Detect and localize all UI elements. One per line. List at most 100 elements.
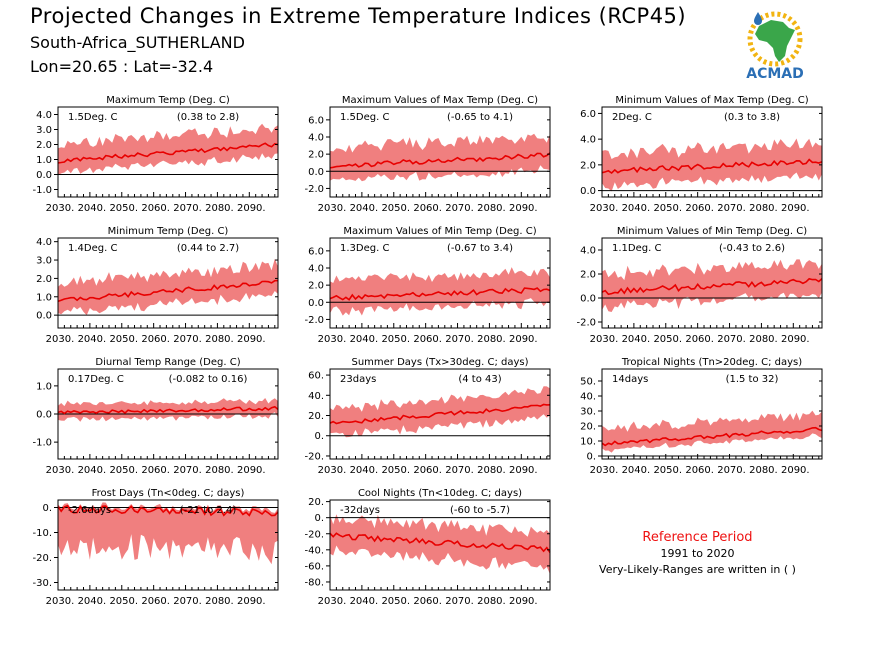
y-tick-label: 0.0 — [36, 410, 52, 421]
y-tick-label: -30. — [32, 578, 52, 589]
x-tick-label: 2040. — [622, 203, 651, 214]
x-tick-label: 2050. — [381, 334, 410, 345]
range-band — [330, 386, 550, 438]
median-change-label: 1.1Deg. C — [612, 243, 661, 254]
y-tick-label: 40. — [580, 392, 596, 403]
chart-title: Minimum Temp (Deg. C) — [108, 226, 229, 237]
median-line — [329, 403, 551, 425]
x-tick-label: 2030. — [46, 334, 75, 345]
x-tick-label: 2090. — [781, 203, 810, 214]
y-tick-label: -20. — [304, 451, 324, 462]
x-tick-label: 2080. — [205, 203, 234, 214]
plot-frame — [329, 499, 551, 591]
y-tick-label: 1.0 — [36, 381, 52, 392]
x-tick-label: 2070. — [717, 203, 746, 214]
y-tick-label: 4.0 — [308, 264, 324, 275]
x-tick-label: 2080. — [205, 465, 234, 476]
plot-frame — [57, 106, 279, 198]
logo-text: ACMAD — [746, 66, 804, 82]
median-line — [601, 158, 823, 175]
x-tick-label: 2060. — [413, 465, 442, 476]
chart-panel-9: 0. 10. 20. 30. 40. 50. 2030. 2040. 2050. 2060. 207… — [580, 357, 823, 476]
median-change-label: 23days — [340, 374, 376, 385]
x-tick-label: 2050. — [381, 203, 410, 214]
x-tick-label: 2040. — [622, 465, 651, 476]
median-change-label: 1.4Deg. C — [68, 243, 117, 254]
x-tick-label: 2050. — [381, 596, 410, 607]
x-tick-label: 2080. — [749, 465, 778, 476]
chart-panel-4: 0.0 1.0 2.0 3.0 4.0 2030. 2040. 2050. 2060. 2070.… — [36, 226, 279, 345]
x-tick-label: 2040. — [78, 465, 107, 476]
chart-panel-3: 0.0 2.0 4.0 6.0 2030. 2040. 2050. 2060. 2070. 208… — [580, 95, 823, 214]
range-band — [58, 502, 278, 565]
x-tick-label: 2040. — [350, 596, 379, 607]
coordinates: Lon=20.65 : Lat=-32.4 — [30, 57, 214, 76]
x-tick-label: 2030. — [46, 465, 75, 476]
x-tick-label: 2080. — [477, 465, 506, 476]
median-change-label: 1.5Deg. C — [340, 112, 389, 123]
x-tick-label: 2080. — [205, 596, 234, 607]
y-tick-label: -20. — [304, 529, 324, 540]
likely-range-label: (-0.43 to 2.6) — [719, 243, 785, 254]
y-tick-label: 2.0 — [36, 140, 52, 151]
x-tick-label: 2090. — [781, 465, 810, 476]
y-tick-label: -20. — [32, 553, 52, 564]
x-tick-label: 2030. — [590, 465, 619, 476]
median-line — [57, 405, 279, 415]
x-tick-label: 2040. — [350, 465, 379, 476]
range-band — [602, 410, 822, 453]
x-tick-label: 2050. — [109, 334, 138, 345]
chart-title: Minimum Values of Max Temp (Deg. C) — [615, 95, 808, 106]
x-tick-label: 2030. — [590, 334, 619, 345]
x-tick-label: 2080. — [749, 334, 778, 345]
y-tick-label: -10. — [32, 528, 52, 539]
page-title: Projected Changes in Extreme Temperature… — [30, 4, 687, 28]
plot-frame — [57, 499, 279, 591]
x-tick-label: 2040. — [78, 334, 107, 345]
x-tick-label: 2040. — [350, 203, 379, 214]
x-tick-label: 2070. — [173, 596, 202, 607]
x-tick-label: 2080. — [477, 596, 506, 607]
y-tick-label: -60. — [304, 561, 324, 572]
x-tick-label: 2090. — [509, 203, 538, 214]
y-tick-label: -2.0 — [576, 318, 596, 329]
x-tick-label: 2030. — [318, 596, 347, 607]
chart-title: Maximum Values of Min Temp (Deg. C) — [343, 226, 536, 237]
y-tick-label: 30. — [580, 407, 596, 418]
acmad-logo: ACMAD — [746, 11, 804, 82]
likely-range-label: (0.44 to 2.7) — [177, 243, 239, 254]
x-tick-label: 2030. — [590, 203, 619, 214]
y-tick-label: 1.0 — [36, 155, 52, 166]
chart-panel-2: -2.0 0.0 2.0 4.0 6.0 2030. 2040. 2050. 2060. 2070… — [304, 95, 551, 214]
x-tick-label: 2060. — [685, 465, 714, 476]
range-band — [602, 138, 822, 192]
chart-panel-10: -30.-20.-10.0.2030. 2040. 2050. 2060. 2070. 2… — [32, 488, 279, 607]
y-tick-label: 3.0 — [36, 256, 52, 267]
y-tick-label: 2.0 — [580, 270, 596, 281]
likely-range-label: (-0.082 to 0.16) — [169, 374, 248, 385]
y-tick-label: 2.0 — [308, 281, 324, 292]
median-change-label: 2Deg. C — [612, 112, 652, 123]
x-tick-label: 2060. — [141, 596, 170, 607]
x-tick-label: 2080. — [477, 203, 506, 214]
x-tick-label: 2070. — [445, 334, 474, 345]
likely-range-label: (4 to 43) — [458, 374, 501, 385]
likely-range-label: (0.38 to 2.8) — [177, 112, 239, 123]
median-change-label: 0.17Deg. C — [68, 374, 124, 385]
x-tick-label: 2040. — [78, 596, 107, 607]
plot-frame — [57, 237, 279, 329]
y-tick-label: 0.0 — [580, 186, 596, 197]
y-tick-label: 0.0 — [308, 298, 324, 309]
x-tick-label: 2060. — [413, 203, 442, 214]
y-tick-label: 4.0 — [580, 246, 596, 257]
y-tick-label: -2.0 — [304, 315, 324, 326]
region-name: South-Africa_SUTHERLAND — [30, 33, 245, 52]
median-line — [329, 152, 551, 169]
y-tick-label: -1.0 — [32, 438, 52, 449]
y-tick-label: 4.0 — [308, 133, 324, 144]
x-tick-label: 2070. — [445, 596, 474, 607]
y-tick-label: 1.0 — [36, 292, 52, 303]
chart-title: Cool Nights (Tn<10deg. C; days) — [358, 488, 522, 499]
y-tick-label: 2.0 — [580, 160, 596, 171]
x-tick-label: 2050. — [109, 203, 138, 214]
